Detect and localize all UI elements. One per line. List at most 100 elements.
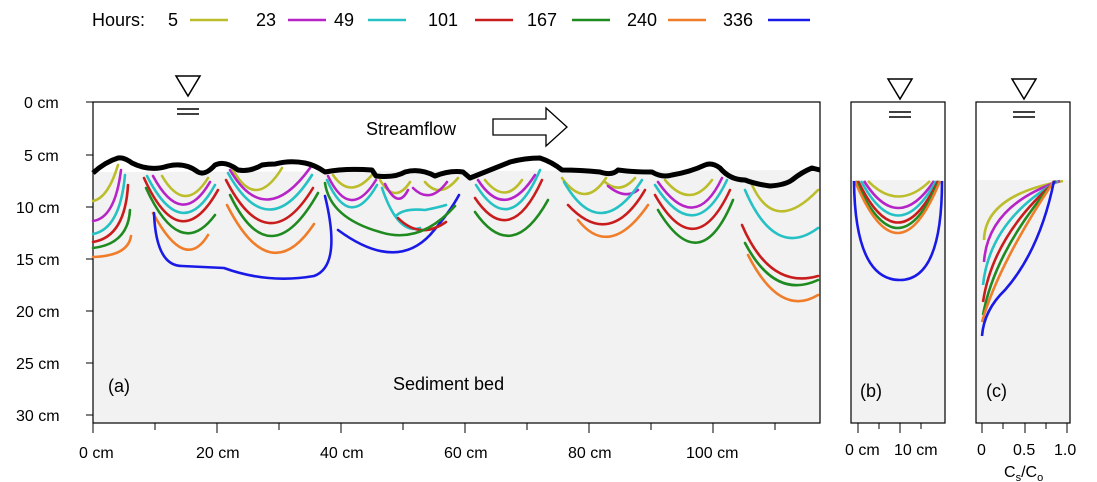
flowpath-101: [91, 183, 130, 244]
profile-240: [980, 180, 1056, 323]
flowpath-167: [228, 191, 320, 238]
flowpath-5: [230, 166, 284, 192]
legend-label-49: 49: [334, 10, 354, 30]
panel-a-x-axis: [92, 423, 776, 433]
flowpath-49: [743, 188, 820, 240]
panel-b-flowpaths: [852, 180, 944, 282]
flowpath-101: [653, 188, 732, 231]
panel-c: 0 0.5 1.0 Cs/Co (c): [975, 78, 1076, 482]
panel-a-sediment-fill: [93, 170, 820, 423]
flowpath-49: [562, 178, 644, 215]
panel-a-y-tick-10: 10 cm: [16, 200, 60, 217]
flowpath-23: [228, 166, 312, 201]
legend-label-336: 336: [723, 10, 753, 30]
panel-c-x-tick-1-0: 1.0: [1054, 442, 1076, 459]
panel-c-x-tick-0-5: 0.5: [1013, 442, 1035, 459]
panel-a-y-tick-25: 25 cm: [16, 356, 60, 373]
flowpath-240: [746, 253, 820, 303]
legend: Hours: 5 23 49 101 167 240 336: [92, 10, 810, 30]
flowpath-167: [743, 241, 820, 287]
flowpath-23: [383, 182, 410, 200]
panel-a-x-tick-20: 20 cm: [196, 445, 240, 462]
flowpath-5: [603, 176, 637, 189]
flowpath-49: [226, 171, 314, 211]
flowpath-23: [606, 184, 640, 196]
bed-surface-line: [91, 155, 821, 189]
water-level-icon: [886, 78, 914, 118]
profile-167: [981, 180, 1056, 316]
flowpath-23: [862, 180, 936, 210]
legend-label-23: 23: [256, 10, 276, 30]
flowpath-23: [656, 176, 724, 209]
legend-label-240: 240: [627, 10, 657, 30]
sediment-bed-label: Sediment bed: [393, 374, 504, 394]
panel-c-concentration-profiles: [980, 179, 1064, 337]
profile-336: [980, 180, 1056, 337]
panel-a-y-tick-15: 15 cm: [16, 252, 60, 269]
flowpath-49: [325, 178, 379, 209]
flowpath-101: [856, 180, 940, 224]
flowpath-101: [142, 176, 220, 223]
flowpath-240: [151, 211, 210, 252]
flowpath-23: [411, 180, 449, 197]
panel-a-x-tick-100: 100 cm: [686, 445, 738, 462]
flowpath-49: [145, 174, 217, 215]
flowpath-5: [867, 180, 931, 198]
flowpath-5: [378, 178, 412, 195]
panel-a-label: (a): [108, 376, 130, 396]
panel-a-y-tick-20: 20 cm: [16, 304, 60, 321]
flowpath-336: [152, 194, 333, 280]
flowpath-curves: [91, 163, 820, 303]
panel-b-frame: [850, 101, 946, 424]
water-level-icon: [174, 75, 202, 115]
panel-a-x-tick-60: 60 cm: [444, 445, 488, 462]
flowpath-101: [740, 223, 820, 280]
panel-c-x-tick-0: 0: [977, 442, 986, 459]
flowpath-167: [473, 198, 550, 238]
panel-a-x-tick-40: 40 cm: [320, 445, 364, 462]
flowpath-5: [331, 173, 374, 189]
streamflow-label: Streamflow: [366, 119, 457, 139]
flowpath-167: [854, 180, 941, 230]
flowpath-49: [91, 173, 127, 236]
legend-label-5: 5: [168, 10, 178, 30]
panel-b-sediment-fill: [851, 180, 945, 423]
flowpath-23: [91, 168, 123, 223]
flowpath-5: [160, 174, 210, 198]
legend-label-101: 101: [428, 10, 458, 30]
flowpath-167: [91, 208, 132, 250]
flowpath-49: [474, 168, 542, 211]
flowpath-23: [476, 173, 537, 202]
panel-c-frame: [975, 101, 1071, 424]
flowpath-101: [224, 178, 315, 225]
panel-c-label: (c): [986, 381, 1007, 401]
flowpath-167: [144, 186, 217, 235]
water-level-icon: [1010, 78, 1038, 118]
flowpath-49: [395, 203, 448, 217]
panel-a-x-tick-0: 0 cm: [79, 445, 114, 462]
flowpath-101: [473, 178, 544, 222]
flowpath-5: [750, 183, 820, 213]
panel-a-frame: [92, 101, 821, 424]
panel-b-x-tick-10: 10 cm: [894, 442, 938, 459]
panel-a-y-axis: [86, 101, 93, 416]
panel-b-label: (b): [860, 381, 882, 401]
panel-c-x-axis-label: Cs/Co: [1004, 464, 1043, 482]
arrow-right-icon: [492, 106, 568, 148]
panel-a-x-tick-80: 80 cm: [568, 445, 612, 462]
profile-101: [981, 180, 1057, 303]
panel-b: 0 cm 10 cm (b): [845, 78, 946, 459]
flowpath-23: [326, 174, 378, 202]
flowpath-49: [859, 180, 938, 217]
flowpath-5: [483, 178, 524, 194]
profile-49: [981, 179, 1059, 286]
flowpath-49: [653, 178, 729, 217]
panel-b-x-tick-0: 0 cm: [845, 442, 880, 459]
flowpath-101: [566, 188, 647, 226]
profile-23: [982, 179, 1061, 263]
flowpath-240: [91, 234, 133, 259]
legend-title: Hours:: [92, 10, 145, 30]
panel-a-y-tick-0: 0 cm: [24, 95, 59, 112]
flowpath-5: [663, 178, 714, 197]
